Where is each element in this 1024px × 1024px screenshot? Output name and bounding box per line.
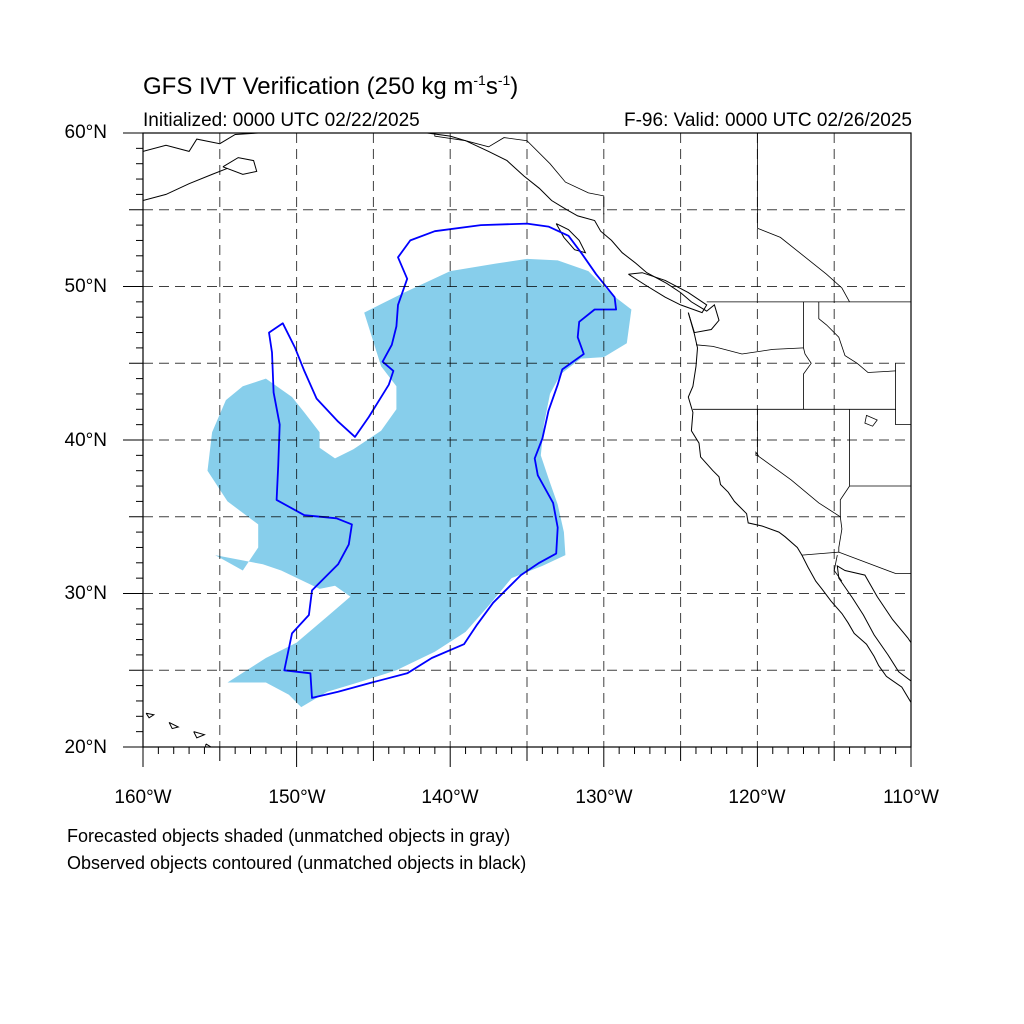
utah-border (895, 363, 911, 426)
lat-label-50: 50°N (64, 276, 107, 297)
kodiak (222, 157, 258, 175)
lat-label-30: 30°N (64, 583, 107, 604)
lat-label-40: 40°N (64, 430, 107, 451)
tick-layer (123, 132, 912, 767)
ca-nv-border (757, 409, 841, 518)
alaska-coast (143, 133, 259, 152)
montana-idaho-border (818, 301, 896, 373)
alaska-canada-border (434, 133, 605, 215)
valid-time-label: F-96: Valid: 0000 UTC 02/26/2025 (624, 110, 912, 131)
southeast-alaska (427, 133, 720, 334)
lat-label-60: 60°N (64, 122, 107, 143)
observed-ivt-contour (268, 222, 617, 699)
forecast-object-layer (207, 258, 632, 708)
lon-label-120w: 120°W (728, 787, 786, 808)
us-west-coast (687, 312, 911, 703)
lon-label-110w: 110°W (883, 787, 939, 808)
lon-label-150w: 150°W (268, 787, 326, 808)
chart-title: GFS IVT Verification (250 kg m-1s-1) (143, 72, 519, 100)
oahu (168, 721, 180, 730)
us-mexico-border (801, 551, 911, 574)
initialized-label: Initialized: 0000 UTC 02/22/2025 (143, 110, 420, 131)
lon-label-160w: 160°W (114, 787, 172, 808)
kauai (145, 712, 156, 719)
great-salt-lake (864, 414, 878, 427)
lon-label-140w: 140°W (421, 787, 479, 808)
coastline-layer (143, 133, 911, 747)
lon-label-130w: 130°W (575, 787, 633, 808)
nv-az-border (839, 409, 850, 517)
caption-forecast: Forecasted objects shaded (unmatched obj… (67, 826, 511, 846)
maui (193, 731, 206, 739)
lat-label-20: 20°N (64, 737, 107, 758)
bc-alberta-border (757, 133, 850, 303)
caption-observed: Observed objects contoured (unmatched ob… (67, 853, 527, 873)
graticule-layer (143, 133, 911, 747)
forecast-ivt-object (207, 258, 632, 708)
vancouver-island (628, 272, 708, 314)
alaska-peninsula (143, 167, 228, 201)
id-border (803, 301, 812, 410)
ca-az-border (838, 516, 843, 553)
observed-object-layer (268, 222, 617, 699)
wa-or-border (695, 344, 804, 355)
haida-gwaii (555, 223, 587, 254)
gulf-of-california (836, 564, 911, 682)
